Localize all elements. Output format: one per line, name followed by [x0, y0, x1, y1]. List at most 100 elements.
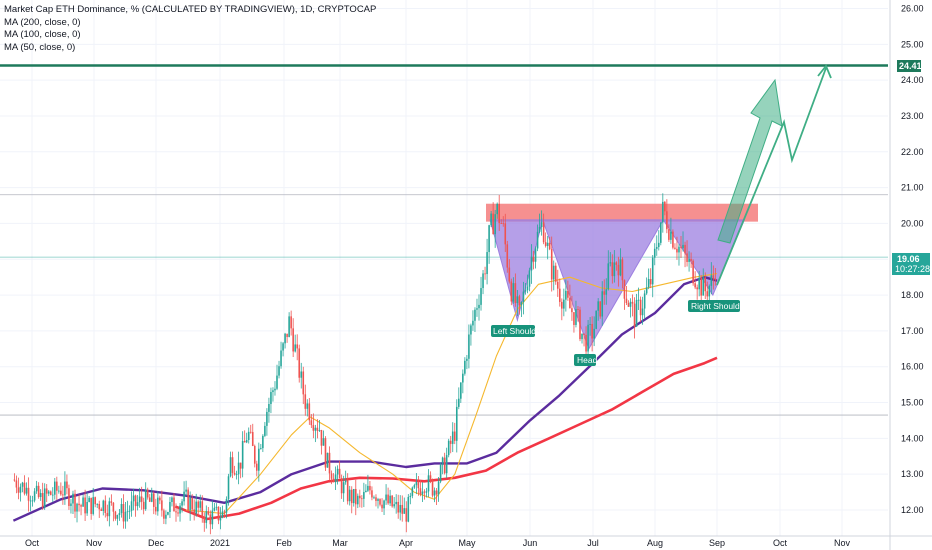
candle-body[interactable]	[439, 464, 442, 482]
candle-body[interactable]	[94, 497, 96, 505]
candle-body[interactable]	[114, 511, 117, 519]
candle-body[interactable]	[205, 511, 208, 523]
candle-body[interactable]	[144, 489, 147, 510]
candle-body[interactable]	[29, 500, 32, 502]
candle-body[interactable]	[714, 278, 717, 280]
candle-body[interactable]	[225, 499, 228, 513]
candle-body[interactable]	[684, 244, 686, 254]
candle-body[interactable]	[480, 288, 482, 305]
candle-body[interactable]	[447, 440, 450, 456]
candle-body[interactable]	[455, 406, 458, 441]
candle-body[interactable]	[589, 323, 591, 325]
candle-body[interactable]	[310, 420, 313, 426]
candle-body[interactable]	[102, 500, 105, 511]
candle-body[interactable]	[621, 259, 624, 281]
candle-body[interactable]	[70, 503, 72, 506]
candle-body[interactable]	[633, 303, 636, 327]
candle-body[interactable]	[565, 290, 567, 300]
candle-body[interactable]	[403, 508, 406, 514]
candle-body[interactable]	[25, 487, 28, 494]
candle-body[interactable]	[559, 288, 561, 302]
candle-body[interactable]	[270, 392, 272, 404]
candle-body[interactable]	[193, 509, 195, 514]
candle-body[interactable]	[613, 262, 616, 277]
candle-body[interactable]	[504, 223, 507, 245]
candle-body[interactable]	[427, 475, 430, 492]
candle-body[interactable]	[243, 441, 246, 443]
candle-body[interactable]	[482, 273, 484, 289]
candle-body[interactable]	[300, 371, 303, 378]
candle-body[interactable]	[251, 432, 254, 446]
candle-body[interactable]	[397, 501, 399, 513]
ma-line-50[interactable]	[185, 273, 718, 515]
candle-body[interactable]	[227, 476, 230, 500]
candle-body[interactable]	[530, 256, 533, 271]
candle-body[interactable]	[490, 213, 492, 226]
candle-body[interactable]	[130, 501, 133, 511]
candle-body[interactable]	[361, 498, 363, 500]
candle-body[interactable]	[348, 489, 351, 502]
candle-body[interactable]	[177, 512, 179, 514]
candle-body[interactable]	[352, 488, 355, 504]
candle-body[interactable]	[429, 475, 432, 480]
candle-body[interactable]	[322, 438, 325, 446]
candle-body[interactable]	[704, 277, 707, 292]
candle-body[interactable]	[603, 291, 606, 295]
candle-body[interactable]	[235, 474, 238, 476]
candle-body[interactable]	[460, 382, 462, 399]
candle-body[interactable]	[435, 490, 438, 495]
candle-body[interactable]	[363, 492, 365, 499]
candle-body[interactable]	[328, 452, 331, 474]
candle-body[interactable]	[318, 430, 321, 431]
candle-body[interactable]	[474, 309, 476, 321]
candle-body[interactable]	[88, 497, 90, 502]
candle-body[interactable]	[215, 506, 218, 508]
candle-body[interactable]	[138, 496, 141, 503]
candle-body[interactable]	[282, 343, 284, 351]
candle-body[interactable]	[211, 510, 214, 525]
candle-body[interactable]	[668, 229, 670, 240]
candle-body[interactable]	[128, 510, 131, 512]
candle-body[interactable]	[108, 501, 111, 517]
candle-body[interactable]	[344, 480, 347, 483]
candle-body[interactable]	[433, 490, 436, 496]
candle-body[interactable]	[100, 509, 103, 511]
candle-body[interactable]	[106, 512, 109, 517]
candle-body[interactable]	[381, 504, 383, 509]
candle-body[interactable]	[451, 431, 454, 444]
candle-body[interactable]	[655, 247, 658, 249]
candle-body[interactable]	[320, 430, 323, 446]
candle-body[interactable]	[298, 348, 301, 378]
candle-body[interactable]	[518, 296, 521, 306]
candle-body[interactable]	[550, 249, 553, 280]
candle-body[interactable]	[698, 277, 700, 290]
candle-body[interactable]	[542, 222, 545, 243]
candle-body[interactable]	[470, 325, 472, 335]
candle-body[interactable]	[338, 468, 341, 479]
candle-body[interactable]	[274, 388, 276, 391]
candle-body[interactable]	[500, 223, 503, 224]
candle-body[interactable]	[179, 505, 181, 514]
candle-body[interactable]	[607, 263, 610, 290]
candle-body[interactable]	[579, 309, 581, 340]
candle-body[interactable]	[413, 485, 416, 488]
candle-body[interactable]	[552, 265, 555, 280]
candle-body[interactable]	[173, 497, 175, 512]
candle-body[interactable]	[409, 495, 412, 497]
candle-body[interactable]	[207, 511, 210, 515]
candle-body[interactable]	[37, 485, 40, 498]
candle-body[interactable]	[415, 482, 418, 486]
candle-body[interactable]	[56, 481, 58, 491]
candle-body[interactable]	[391, 495, 393, 507]
candle-body[interactable]	[591, 323, 593, 339]
candle-body[interactable]	[680, 246, 682, 249]
candle-body[interactable]	[276, 375, 278, 389]
candles[interactable]	[13, 193, 717, 535]
candle-body[interactable]	[132, 495, 135, 502]
candle-body[interactable]	[304, 394, 307, 409]
candle-body[interactable]	[536, 231, 539, 249]
candle-body[interactable]	[334, 474, 337, 483]
candle-body[interactable]	[407, 496, 410, 522]
candle-body[interactable]	[76, 503, 78, 512]
candle-body[interactable]	[152, 493, 155, 507]
